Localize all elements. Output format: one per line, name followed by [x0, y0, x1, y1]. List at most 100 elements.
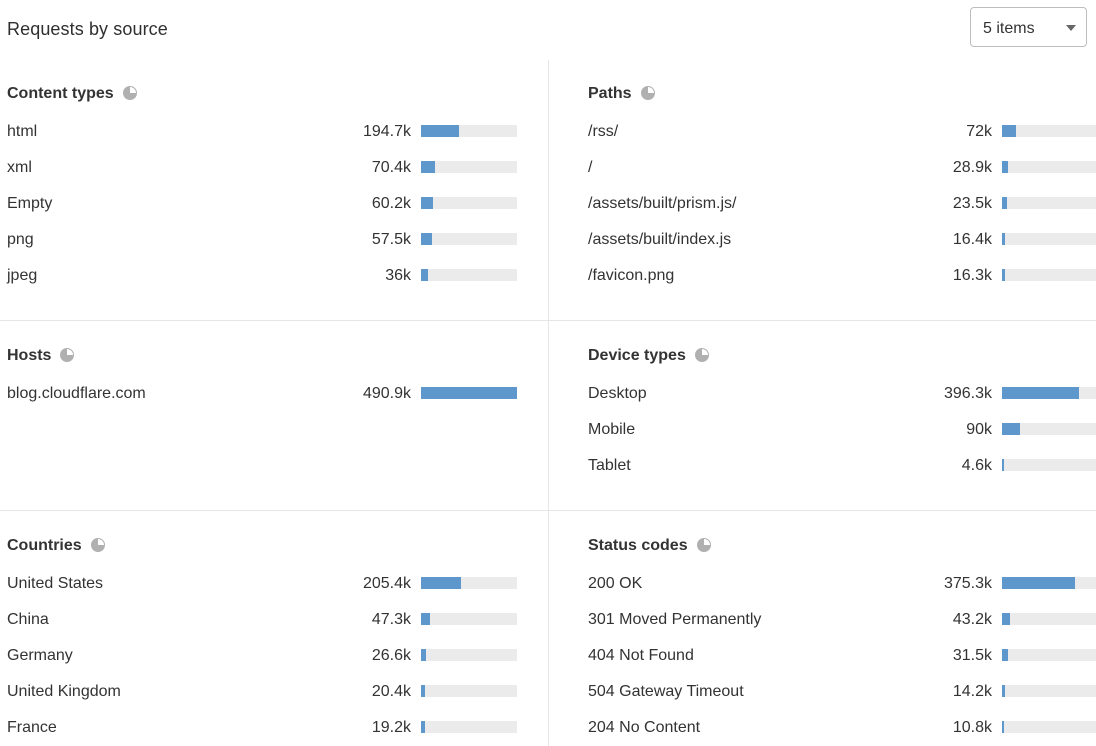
bar-fill — [1002, 197, 1007, 209]
row-divider — [0, 320, 1096, 321]
item-value: 70.4k — [371, 159, 411, 176]
bar-track — [1002, 459, 1096, 471]
item-value: 90k — [966, 421, 992, 438]
bar-fill — [1002, 423, 1020, 435]
list-item[interactable]: China 47.3k — [7, 611, 517, 631]
page-title: Requests by source — [7, 19, 168, 39]
item-label: United States — [7, 575, 104, 592]
panel-title: Content types — [7, 85, 114, 102]
item-label: 404 Not Found — [588, 647, 694, 664]
bar-track — [1002, 721, 1096, 733]
item-value: 16.3k — [952, 267, 992, 284]
bar-fill — [1002, 649, 1008, 661]
list-item[interactable]: /rss/72k — [588, 123, 1096, 143]
item-value: 194.7k — [362, 123, 411, 140]
bar-fill — [421, 161, 435, 173]
bar-track — [1002, 233, 1096, 245]
bar-fill — [1002, 125, 1016, 137]
item-value: 19.2k — [371, 719, 411, 736]
panel-header: Device types — [588, 347, 709, 367]
pie-chart-icon[interactable] — [90, 538, 105, 552]
list-item[interactable]: /assets/built/index.js 16.4k — [588, 231, 1096, 251]
bar-fill — [421, 577, 461, 589]
list-item[interactable]: France 19.2k — [7, 719, 517, 739]
list-item[interactable]: xml 70.4k — [7, 159, 517, 179]
list-item[interactable]: blog.cloudflare.com 490.9k — [7, 385, 517, 405]
item-label: html — [7, 123, 38, 140]
list-item[interactable]: 204 No Content 10.8k — [588, 719, 1096, 739]
bar-track — [421, 613, 517, 625]
list-item[interactable]: 504 Gateway Timeout 14.2k — [588, 683, 1096, 703]
item-value: 396.3k — [943, 385, 992, 402]
panel-header: Content types — [7, 85, 137, 105]
bar-fill — [421, 387, 517, 399]
item-value: 375.3k — [943, 575, 992, 592]
list-item[interactable]: 200 OK 375.3k — [588, 575, 1096, 595]
item-label: Mobile — [588, 421, 636, 438]
bar-fill — [1002, 577, 1075, 589]
list-item[interactable]: jpeg 36k — [7, 267, 517, 287]
bar-track — [421, 125, 517, 137]
bar-track — [421, 721, 517, 733]
bar-track — [1002, 613, 1096, 625]
item-value: 60.2k — [371, 195, 411, 212]
bar-fill — [421, 125, 459, 137]
list-item[interactable]: Mobile 90k — [588, 421, 1096, 441]
list-item[interactable]: 404 Not Found 31.5k — [588, 647, 1096, 667]
bar-track — [1002, 197, 1096, 209]
item-label: /rss/ — [588, 123, 619, 140]
list-item[interactable]: Tablet 4.6k — [588, 457, 1096, 477]
panel-header: Hosts — [7, 347, 75, 367]
bar-fill — [421, 649, 426, 661]
list-item[interactable]: html 194.7k — [7, 123, 517, 143]
items-count-select[interactable]: 5 items — [970, 7, 1087, 47]
pie-chart-icon[interactable] — [640, 86, 655, 100]
panel-title: Countries — [7, 537, 82, 554]
list-item[interactable]: /favicon.png 16.3k — [588, 267, 1096, 287]
item-label: China — [7, 611, 49, 628]
item-value: 23.5k — [952, 195, 992, 212]
list-item[interactable]: /assets/built/prism.js/23.5k — [588, 195, 1096, 215]
panel-title: Paths — [588, 85, 632, 102]
list-item[interactable]: png 57.5k — [7, 231, 517, 251]
list-item[interactable]: 301 Moved Permanently 43.2k — [588, 611, 1096, 631]
item-value: 72k — [966, 123, 992, 140]
item-value: 47.3k — [371, 611, 411, 628]
list-item[interactable]: Germany 26.6k — [7, 647, 517, 667]
bar-track — [421, 233, 517, 245]
list-item[interactable]: United States 205.4k — [7, 575, 517, 595]
bar-fill — [1002, 459, 1004, 471]
item-value: 28.9k — [952, 159, 992, 176]
item-label: Empty — [7, 195, 53, 212]
item-label: /assets/built/index.js — [588, 231, 732, 248]
list-item[interactable]: Empty 60.2k — [7, 195, 517, 215]
item-value: 43.2k — [952, 611, 992, 628]
panel-header: Status codes — [588, 537, 711, 557]
panel-title: Hosts — [7, 347, 52, 364]
bar-track — [1002, 577, 1096, 589]
bar-fill — [1002, 613, 1010, 625]
item-value: 36k — [385, 267, 411, 284]
bar-fill — [1002, 233, 1005, 245]
item-label: / — [588, 159, 593, 176]
panel-header: Paths — [588, 85, 655, 105]
item-value: 14.2k — [952, 683, 992, 700]
pie-chart-icon[interactable] — [60, 348, 75, 362]
pie-chart-icon[interactable] — [694, 348, 709, 362]
bar-track — [421, 685, 517, 697]
item-label: France — [7, 719, 57, 736]
item-label: blog.cloudflare.com — [7, 385, 146, 402]
bar-fill — [1002, 685, 1005, 697]
item-value: 490.9k — [362, 385, 411, 402]
list-item[interactable]: Desktop 396.3k — [588, 385, 1096, 405]
list-item[interactable]: United Kingdom 20.4k — [7, 683, 517, 703]
item-label: 200 OK — [588, 575, 643, 592]
bar-track — [1002, 161, 1096, 173]
item-label: Tablet — [588, 457, 631, 474]
item-label: 204 No Content — [588, 719, 701, 736]
pie-chart-icon[interactable] — [122, 86, 137, 100]
list-item[interactable]: / 28.9k — [588, 159, 1096, 179]
pie-chart-icon[interactable] — [696, 538, 711, 552]
bar-fill — [421, 685, 425, 697]
item-label: 504 Gateway Timeout — [588, 683, 744, 700]
